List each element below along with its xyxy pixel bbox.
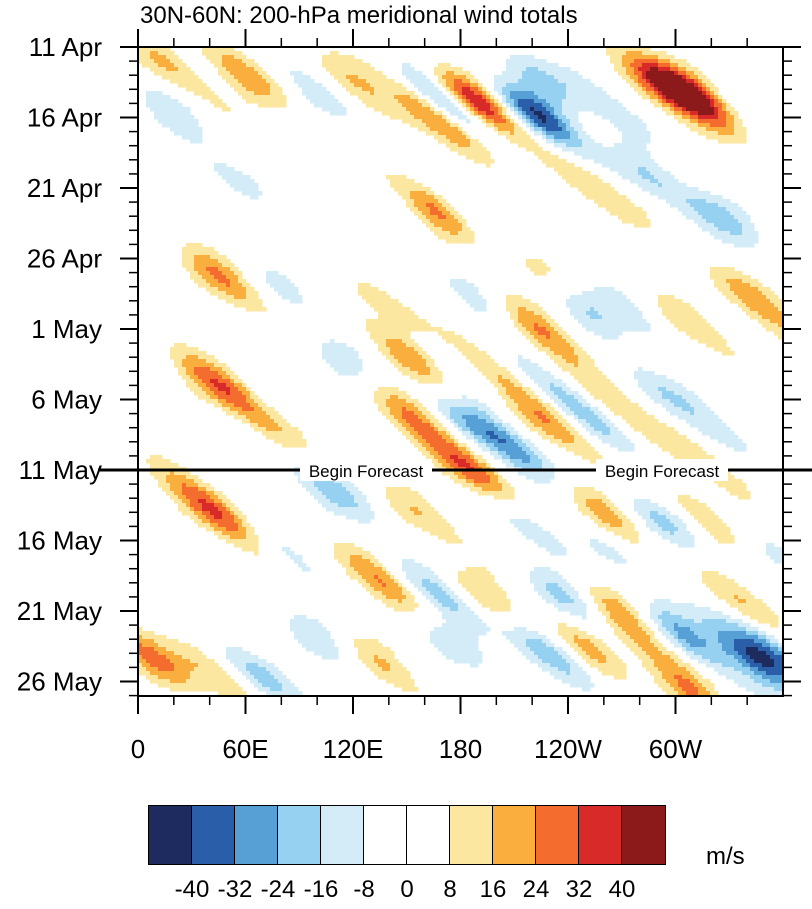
colorbar-tick-label: 8 [443, 876, 457, 903]
colorbar-tick-label: 40 [608, 876, 636, 903]
colorbar-units: m/s [706, 843, 745, 870]
y-tick-label: 11 May [19, 455, 102, 485]
colorbar-tick-label: -40 [174, 876, 210, 903]
colorbar-swatch [192, 806, 235, 864]
colorbar-swatch [493, 806, 536, 864]
y-tick-label: 16 May [17, 526, 102, 556]
x-tick-label: 180 [439, 734, 482, 764]
x-tick-label: 120E [323, 734, 384, 764]
forecast-label: Begin Forecast [309, 462, 424, 481]
y-tick-label: 26 May [17, 667, 102, 697]
colorbar-swatch [235, 806, 278, 864]
y-tick-label: 21 Apr [27, 173, 103, 203]
colorbar-swatch [622, 806, 665, 864]
colorbar-tick-label: -24 [260, 876, 296, 903]
forecast-label-bg [300, 459, 432, 481]
y-tick-label: 11 Apr [29, 32, 103, 62]
colorbar-tick-label: -32 [217, 876, 253, 903]
colorbar-swatch [450, 806, 493, 864]
colorbar-swatch [407, 806, 450, 864]
x-tick-label: 120W [534, 734, 602, 764]
colorbar-swatch [536, 806, 579, 864]
colorbar-swatch [278, 806, 321, 864]
y-tick-label: 26 Apr [27, 244, 103, 274]
x-tick-label: 60E [222, 734, 268, 764]
colorbar-tick-label: 16 [479, 876, 507, 903]
x-tick-label: 60W [649, 734, 703, 764]
colorbar-tick-label: 24 [522, 876, 550, 903]
y-tick-label: 21 May [17, 596, 102, 626]
colorbar-tick-label: 32 [565, 876, 593, 903]
colorbar-swatch [364, 806, 407, 864]
y-tick-label: 1 May [31, 314, 102, 344]
chart-title: 30N-60N: 200-hPa meridional wind totals [140, 2, 578, 29]
x-tick-label: 0 [131, 734, 145, 764]
forecast-label: Begin Forecast [605, 462, 720, 481]
colorbar-swatch [321, 806, 364, 864]
colorbar [148, 805, 666, 865]
y-tick-label: 6 May [31, 385, 102, 415]
colorbar-tick-label: 0 [400, 876, 414, 903]
y-tick-label: 16 Apr [27, 103, 103, 133]
colorbar-swatch [579, 806, 622, 864]
forecast-label-bg [596, 459, 728, 481]
colorbar-tick-label: -16 [303, 876, 339, 903]
colorbar-tick-label: -8 [353, 876, 375, 903]
colorbar-swatch [149, 806, 192, 864]
